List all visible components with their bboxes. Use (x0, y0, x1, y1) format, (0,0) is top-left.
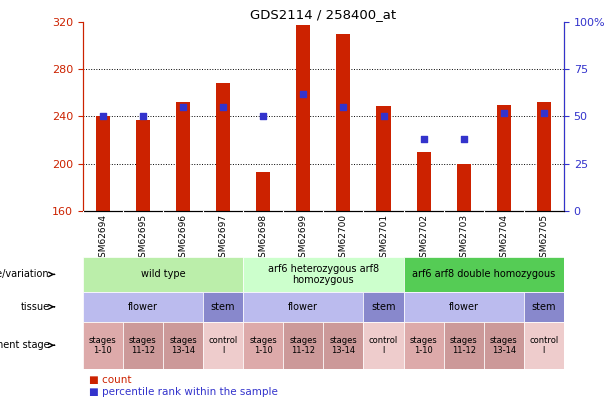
Point (218, 104, 228, 110)
Bar (497, 104, 511, 211)
Text: GSM62705: GSM62705 (539, 214, 549, 263)
Text: GSM62704: GSM62704 (500, 214, 508, 263)
Point (338, 104, 348, 110)
Text: wild type: wild type (140, 269, 185, 279)
Text: stages
1-10: stages 1-10 (89, 336, 116, 355)
Bar (324, 322, 364, 369)
Bar (364, 292, 403, 322)
Text: stages
13-14: stages 13-14 (330, 336, 357, 355)
Bar (216, 83, 230, 211)
Point (379, 113, 389, 119)
Text: development stage: development stage (0, 340, 50, 350)
Text: GSM62694: GSM62694 (98, 214, 107, 263)
Bar (83, 292, 203, 322)
Bar (364, 322, 403, 369)
Point (98, 113, 108, 119)
Text: stages
13-14: stages 13-14 (490, 336, 518, 355)
Point (459, 136, 468, 142)
Bar (243, 292, 364, 322)
Bar (176, 102, 190, 211)
Text: stages
11-12: stages 11-12 (289, 336, 317, 355)
Title: GDS2114 / 258400_at: GDS2114 / 258400_at (250, 8, 397, 21)
Point (299, 91, 308, 97)
Bar (283, 322, 324, 369)
Bar (524, 322, 564, 369)
Text: stem: stem (531, 302, 556, 312)
Bar (444, 322, 484, 369)
Bar (243, 257, 403, 292)
Text: flower: flower (288, 302, 318, 312)
Bar (403, 257, 564, 292)
Bar (243, 322, 283, 369)
Bar (403, 292, 524, 322)
Text: GSM62703: GSM62703 (459, 214, 468, 263)
Text: ■ count: ■ count (89, 375, 131, 385)
Point (138, 113, 148, 119)
Point (499, 109, 509, 116)
Bar (96, 116, 110, 211)
Text: GSM62700: GSM62700 (339, 214, 348, 263)
Text: ■ percentile rank within the sample: ■ percentile rank within the sample (89, 387, 278, 397)
Text: stem: stem (371, 302, 396, 312)
Text: flower: flower (128, 302, 158, 312)
Text: GSM62695: GSM62695 (139, 214, 147, 263)
Bar (403, 322, 444, 369)
Point (539, 109, 549, 116)
Point (419, 136, 428, 142)
Text: arf6 arf8 double homozygous: arf6 arf8 double homozygous (412, 269, 555, 279)
Text: control
l: control l (529, 336, 558, 355)
Bar (163, 322, 203, 369)
Text: flower: flower (449, 302, 479, 312)
Text: stages
1-10: stages 1-10 (249, 336, 277, 355)
Text: GSM62699: GSM62699 (299, 214, 308, 263)
Text: stages
11-12: stages 11-12 (129, 336, 157, 355)
Bar (83, 322, 123, 369)
Point (178, 104, 188, 110)
Text: arf6 heterozygous arf8
homozygous: arf6 heterozygous arf8 homozygous (268, 264, 379, 285)
Bar (256, 172, 270, 211)
Text: tissue: tissue (20, 302, 50, 312)
Bar (83, 257, 243, 292)
Bar (417, 152, 430, 211)
Text: GSM62701: GSM62701 (379, 214, 388, 263)
Bar (136, 120, 150, 211)
Bar (537, 102, 551, 211)
Text: stages
1-10: stages 1-10 (409, 336, 438, 355)
Bar (203, 292, 243, 322)
Text: genotype/variation: genotype/variation (0, 269, 50, 279)
Bar (123, 322, 163, 369)
Point (258, 113, 268, 119)
Text: stages
13-14: stages 13-14 (169, 336, 197, 355)
Bar (376, 106, 390, 211)
Text: GSM62702: GSM62702 (419, 214, 428, 263)
Text: control
l: control l (369, 336, 398, 355)
Bar (203, 322, 243, 369)
Bar (457, 164, 471, 211)
Bar (524, 292, 564, 322)
Text: GSM62697: GSM62697 (219, 214, 227, 263)
Bar (337, 34, 351, 211)
Text: GSM62698: GSM62698 (259, 214, 268, 263)
Text: GSM62696: GSM62696 (178, 214, 188, 263)
Text: stem: stem (211, 302, 235, 312)
Text: stages
11-12: stages 11-12 (450, 336, 478, 355)
Bar (296, 25, 310, 211)
Bar (484, 322, 524, 369)
Text: control
l: control l (208, 336, 238, 355)
